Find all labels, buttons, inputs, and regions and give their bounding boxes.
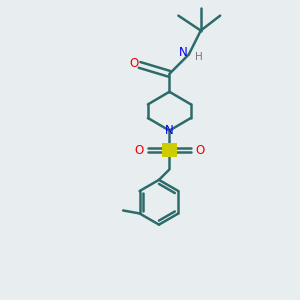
- Text: H: H: [195, 52, 203, 62]
- Text: N: N: [165, 124, 174, 137]
- Text: O: O: [129, 57, 138, 70]
- Text: S: S: [165, 143, 174, 157]
- FancyBboxPatch shape: [162, 143, 177, 157]
- Text: O: O: [196, 143, 205, 157]
- Text: N: N: [179, 46, 188, 59]
- Text: O: O: [134, 143, 143, 157]
